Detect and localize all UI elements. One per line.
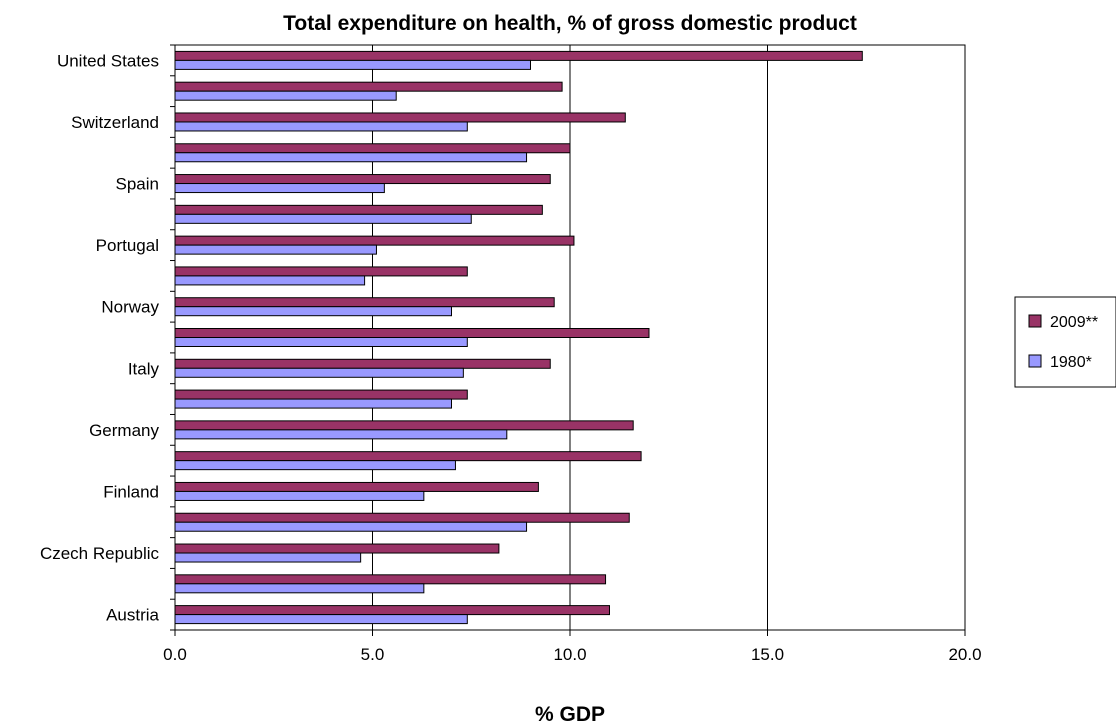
y-category-label: Czech Republic <box>40 544 160 563</box>
legend-swatch <box>1028 314 1042 328</box>
bar-series-2 <box>174 213 472 224</box>
bar-series-2 <box>174 398 452 409</box>
legend-label: 2009** <box>1050 314 1098 331</box>
legend-swatch <box>1028 354 1042 368</box>
bar-series-1 <box>174 50 863 61</box>
x-tick-label: 15.0 <box>751 645 784 664</box>
bar-series-2 <box>174 460 456 471</box>
bar-series-1 <box>174 328 650 338</box>
bar-series-2 <box>174 521 528 532</box>
bar-series-2 <box>174 552 362 563</box>
y-category-label: Italy <box>128 359 160 378</box>
bar-series-1 <box>174 235 575 246</box>
bar-series-2 <box>174 367 464 378</box>
bar-series-1 <box>174 451 642 462</box>
bar-series-2 <box>174 275 366 286</box>
bar-series-2 <box>174 121 468 132</box>
bar-series-2 <box>174 59 531 70</box>
bar-series-1 <box>174 112 626 123</box>
y-category-label: Austria <box>106 606 159 625</box>
bar-series-2 <box>174 306 452 317</box>
x-axis-title: % GDP <box>535 703 605 725</box>
bar-series-2 <box>174 583 425 594</box>
bar-series-1 <box>174 143 571 154</box>
plot-area: 0.0 5.0 10.0 15.0 20.0 United States Switzerla… <box>40 44 982 664</box>
x-tick-label: 10.0 <box>553 645 586 664</box>
bar-series-1 <box>174 420 634 431</box>
bar-series-1 <box>174 389 468 400</box>
bar-series-2 <box>174 490 425 501</box>
bar-series-1 <box>174 512 630 523</box>
bar-series-1 <box>174 174 551 185</box>
bar-series-1 <box>174 574 607 585</box>
bar-series-2 <box>174 429 508 440</box>
x-tick-label: 0.0 <box>163 645 187 664</box>
bar-series-2 <box>174 337 468 347</box>
y-category-label: United States <box>57 51 159 70</box>
x-tick-label: 20.0 <box>948 645 981 664</box>
bar-series-1 <box>174 358 551 369</box>
legend-label: 1980* <box>1050 354 1092 371</box>
y-category-label: Spain <box>116 175 159 194</box>
bar-series-2 <box>174 244 377 255</box>
bar-series-1 <box>174 266 468 277</box>
x-tick-label: 5.0 <box>361 645 385 664</box>
bar-series-2 <box>174 614 468 625</box>
plot-frame <box>174 44 966 631</box>
y-category-label: Switzerland <box>71 113 159 132</box>
bar-series-1 <box>174 297 555 308</box>
bar-series-1 <box>174 605 610 616</box>
bar-series-2 <box>174 183 385 194</box>
bar-series-1 <box>174 543 500 554</box>
bar-series-2 <box>174 90 397 101</box>
bar-series-1 <box>174 81 563 92</box>
y-category-label: Germany <box>89 421 159 440</box>
y-category-label: Norway <box>101 298 159 317</box>
bar-series-1 <box>174 204 543 215</box>
bar-series-2 <box>174 152 528 163</box>
chart-title: Total expenditure on health, % of gross … <box>283 12 857 35</box>
y-category-label: Portugal <box>96 236 159 255</box>
legend: 2009** 1980* <box>1014 296 1116 388</box>
legend-box <box>1014 296 1116 388</box>
bar-series-1 <box>174 481 539 492</box>
y-category-label: Finland <box>103 482 159 501</box>
